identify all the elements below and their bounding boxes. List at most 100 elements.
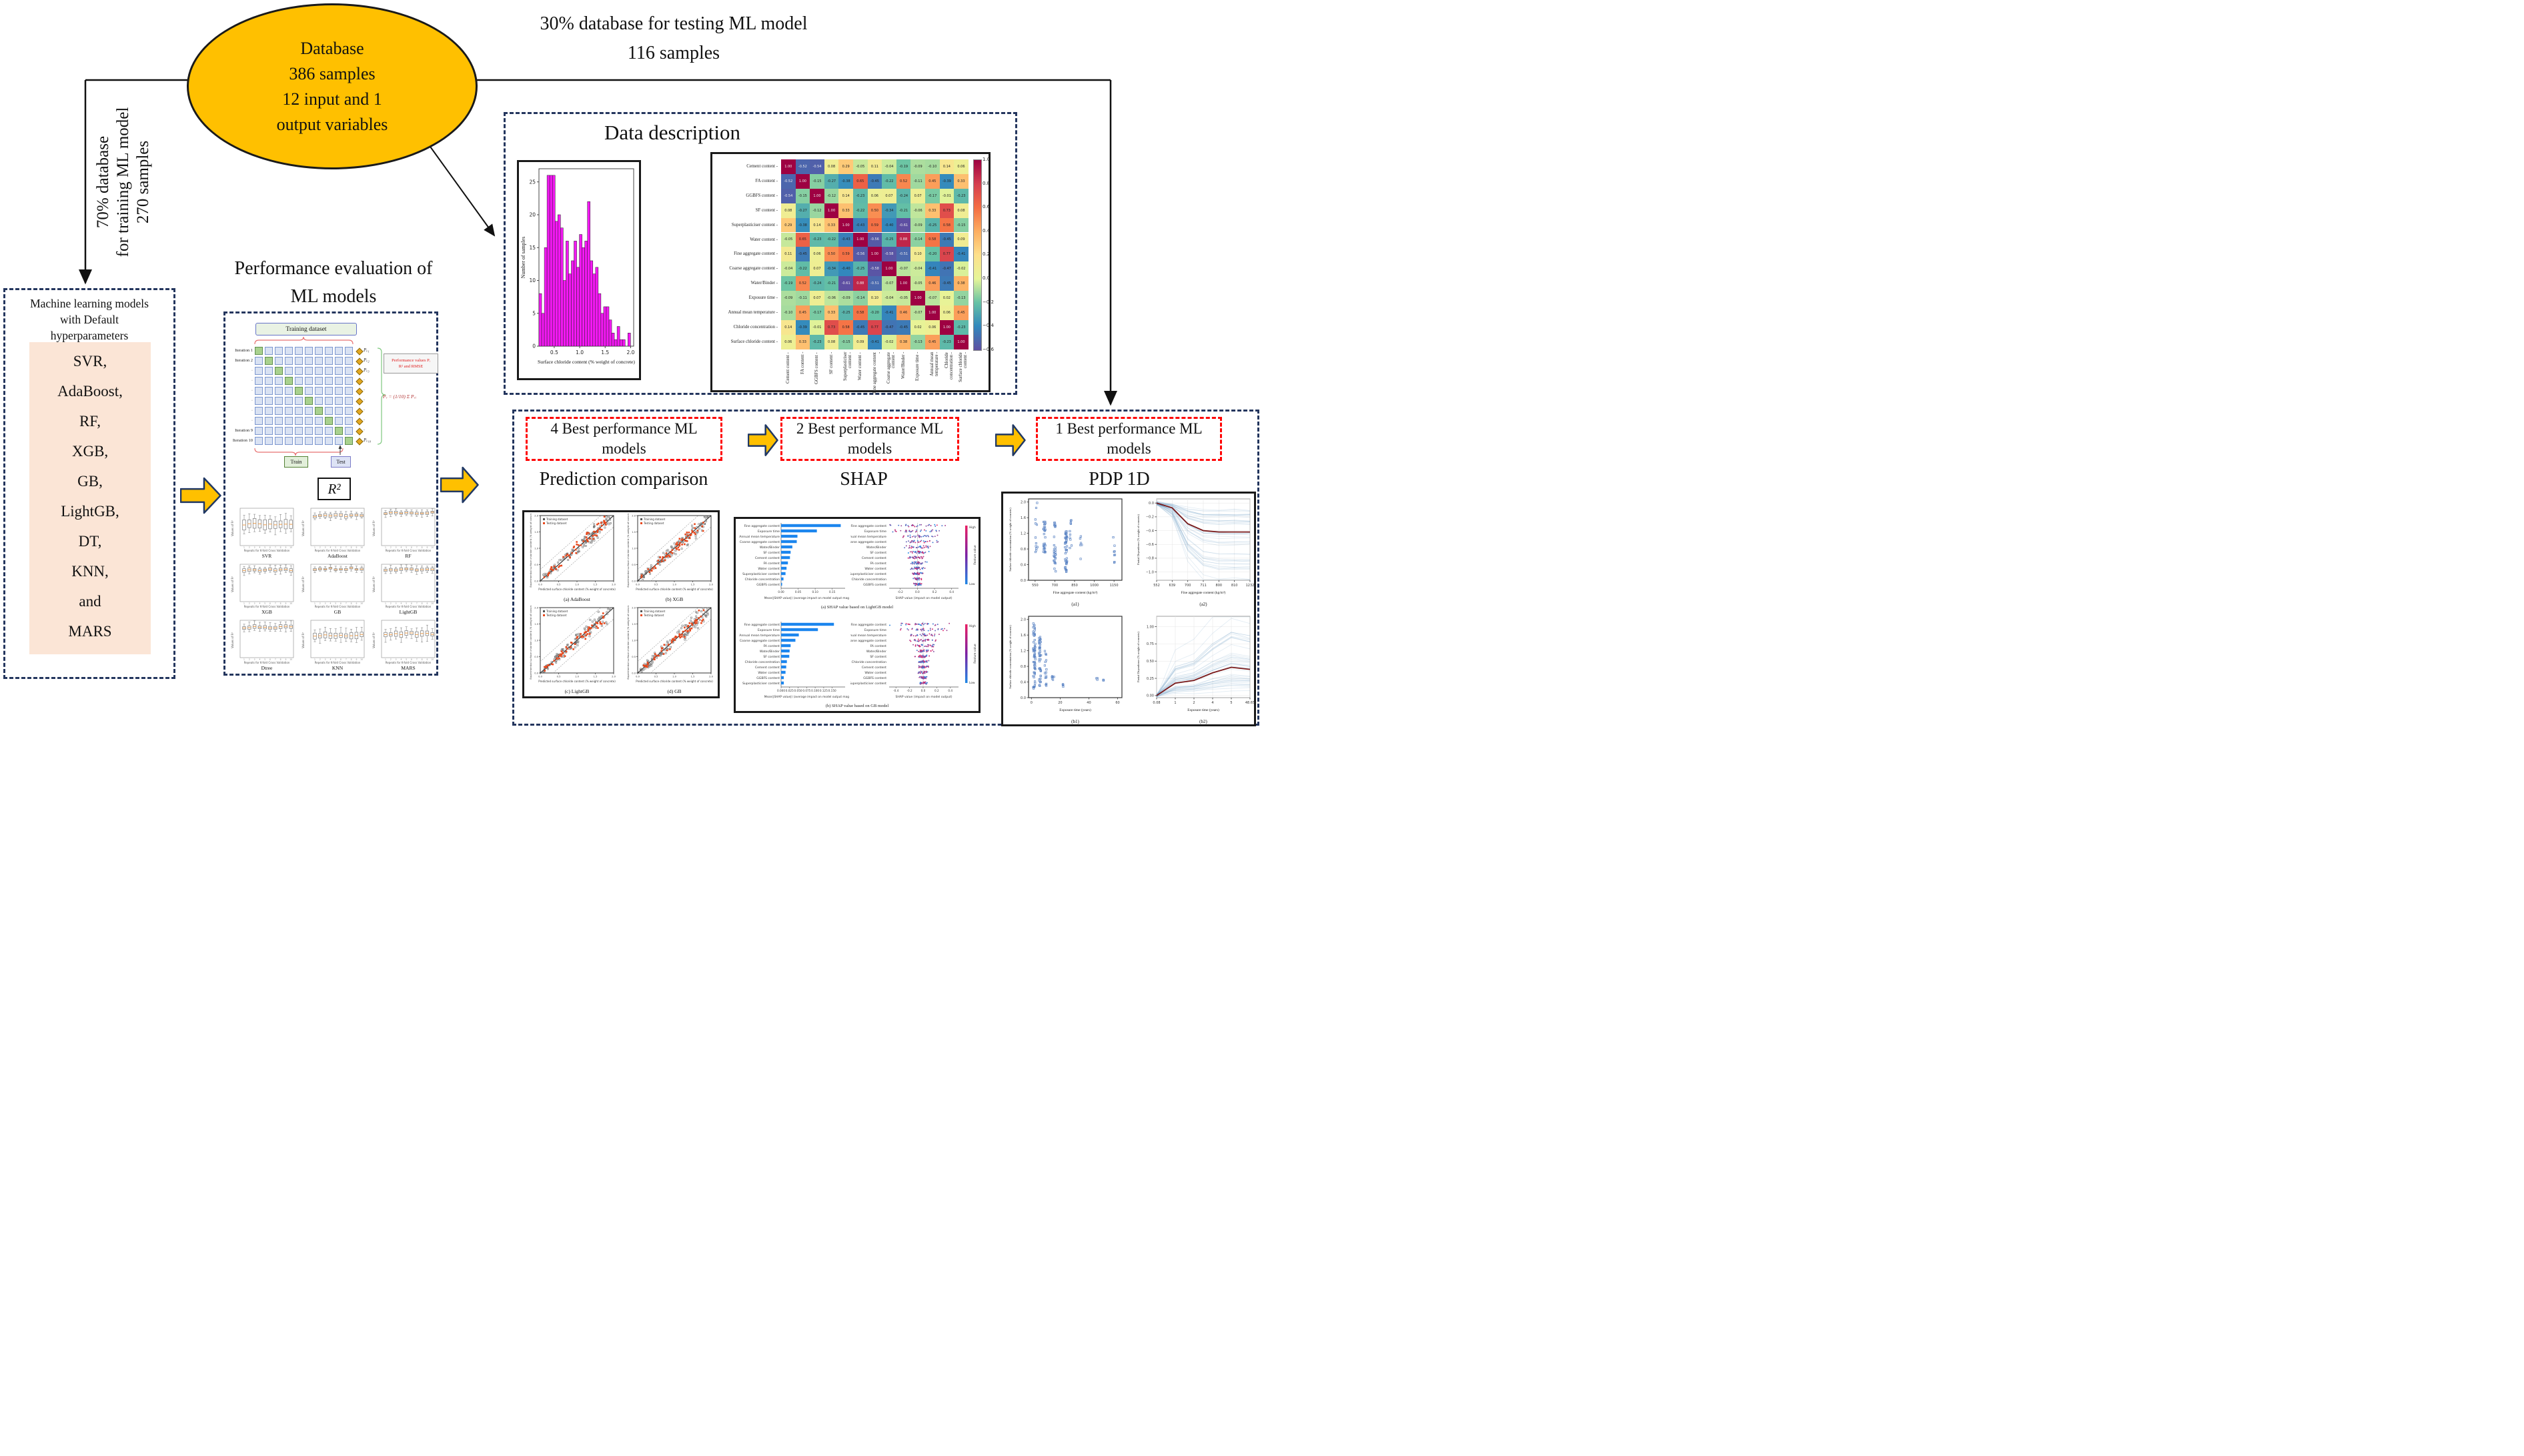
- cv-cell: [285, 427, 293, 435]
- cv-cell: [255, 377, 263, 385]
- svg-text:20: 20: [1058, 701, 1062, 705]
- heatmap-col-label: GGBFS content -: [814, 351, 820, 384]
- heatmap-col-label: Coarse aggregate content -: [886, 351, 896, 384]
- heatmap-cell: 0.33: [838, 203, 853, 218]
- heatmap-cell: -0.05: [781, 232, 796, 247]
- svg-text:0.2: 0.2: [932, 590, 937, 594]
- cv-output-diamond-icon: [356, 378, 364, 386]
- svg-text:3: 3: [254, 602, 255, 605]
- heatmap-cell: -0.07: [910, 305, 925, 320]
- heatmap-cell: -0.39: [939, 173, 955, 189]
- heatmap-cell: -0.04: [781, 261, 796, 277]
- cross-validation-diagram: Training dataset Performance values Pᵢ R…: [225, 313, 440, 507]
- shap-heading: SHAP: [840, 469, 888, 490]
- ellipse-line: Database: [300, 38, 364, 58]
- svg-text:1.0: 1.0: [632, 639, 636, 642]
- heatmap-cell: -0.05: [910, 276, 925, 291]
- svg-text:1.2: 1.2: [1021, 649, 1026, 653]
- heatmap-cell: 0.29: [838, 159, 853, 174]
- heatmap-cell: 1.00: [939, 319, 955, 335]
- heatmap-cell: -0.20: [925, 247, 940, 262]
- heatmap-cell: -0.45: [896, 319, 911, 335]
- svg-text:0.5: 0.5: [654, 676, 658, 678]
- svg-text:Fine aggregate content: Fine aggregate content: [744, 623, 780, 627]
- flow-arrow-icon: [995, 422, 1026, 458]
- heatmap-cell: -0.22: [795, 261, 810, 277]
- svg-text:2: 2: [320, 546, 321, 549]
- heatmap-cell: -0.41: [925, 261, 940, 277]
- heatmap-cell: 1.00: [795, 173, 810, 189]
- svg-text:10: 10: [360, 546, 363, 549]
- svg-text:10: 10: [360, 658, 363, 661]
- heatmap-cell: 0.58: [939, 217, 955, 233]
- heatmap-cell: -0.23: [954, 319, 969, 335]
- svg-text:3: 3: [325, 658, 326, 661]
- cv-cell: [255, 367, 263, 375]
- svg-text:3: 3: [396, 602, 397, 605]
- svg-text:6: 6: [340, 658, 342, 661]
- svg-text:Repeats for K-fold Cross Valid: Repeats for K-fold Cross Validation: [244, 605, 290, 608]
- cv-cell: [255, 387, 263, 395]
- cv-cell: [265, 367, 273, 375]
- svg-text:10: 10: [289, 658, 292, 661]
- heatmap-cell: 1.00: [910, 291, 925, 305]
- heatmap-cell: 0.45: [925, 334, 940, 349]
- pdp-subplot-a2: 552 639 700 711 800 810 1232 0.0 −0.2 −0.4 −0.6 −0.…: [1137, 498, 1254, 607]
- cv-output-diamond-icon: [356, 388, 364, 396]
- svg-text:7: 7: [346, 546, 347, 549]
- svg-text:Exposure time: Exposure time: [864, 530, 886, 534]
- svg-text:Values of R²: Values of R²: [301, 520, 305, 536]
- svg-text:Coarse aggregate content: Coarse aggregate content: [850, 639, 886, 643]
- heatmap-cell: 0.38: [954, 276, 969, 291]
- heatmap-cell: -0.25: [838, 305, 853, 320]
- svg-text:9: 9: [285, 658, 286, 661]
- cv-performance-label: ·: [364, 378, 365, 383]
- heatmap-cell: 0.14: [781, 319, 796, 335]
- svg-text:0.4: 0.4: [948, 689, 953, 692]
- svg-text:Water/Binder: Water/Binder: [866, 546, 886, 550]
- heatmap-cell: -0.58: [882, 247, 896, 262]
- heatmap-cell: -0.05: [896, 291, 911, 305]
- cv-cell: [325, 387, 333, 395]
- svg-text:Water content: Water content: [758, 671, 780, 675]
- cv-performance-label: Pᵥ₁₀: [364, 438, 372, 443]
- heatmap-col-label: Superplasticiser content -: [843, 351, 853, 382]
- cv-cell: [285, 347, 293, 355]
- model-item: SVR,: [73, 353, 107, 370]
- svg-text:10: 10: [431, 658, 434, 661]
- heatmap-cell: 0.06: [939, 305, 955, 320]
- svg-text:1000: 1000: [1090, 584, 1099, 588]
- svg-text:Predicted surface chloride con: Predicted surface chloride content (% we…: [538, 588, 616, 591]
- cv-performance-label: ·: [364, 388, 365, 393]
- svg-text:0.5: 0.5: [534, 656, 538, 658]
- shap-beeswarm-1: Fine aggregate content Exposure timeAnnua…: [850, 523, 977, 600]
- svg-text:0.4: 0.4: [1021, 563, 1026, 567]
- heatmap-cell: -0.47: [882, 319, 896, 335]
- heatmap-cell: 0.29: [781, 217, 796, 233]
- svg-text:1.0: 1.0: [672, 584, 676, 586]
- heatmap-col-label: SF content -: [828, 351, 834, 374]
- cv-cell: [305, 347, 313, 355]
- cv-cell: [285, 367, 293, 375]
- cv-cell: [345, 357, 353, 365]
- svg-text:1.5: 1.5: [632, 531, 636, 534]
- svg-text:0.8: 0.8: [1021, 548, 1026, 552]
- svg-text:2.0: 2.0: [1021, 618, 1026, 622]
- heatmap-cell: 0.08: [824, 159, 839, 174]
- heatmap-cell: 0.06: [810, 247, 824, 262]
- svg-text:2.0: 2.0: [534, 514, 538, 517]
- heatmap-cell: 0.08: [954, 203, 969, 218]
- heatmap-cell: -0.23: [810, 334, 824, 349]
- svg-text:9: 9: [285, 602, 286, 605]
- heatmap-cell: -0.24: [896, 188, 911, 203]
- heatmap-cell: -0.41: [882, 305, 896, 320]
- svg-text:Chloride concentration: Chloride concentration: [745, 578, 780, 582]
- svg-text:Values of R²: Values of R²: [372, 632, 376, 648]
- svg-text:SHAP value (impact on model ou: SHAP value (impact on model output): [896, 596, 953, 600]
- svg-text:(a1): (a1): [1071, 602, 1079, 607]
- svg-text:Low: Low: [969, 582, 975, 586]
- svg-text:1: 1: [314, 546, 316, 549]
- svg-text:2.0: 2.0: [612, 676, 616, 678]
- svg-text:0.4: 0.4: [1021, 680, 1026, 684]
- heatmap-cell: -0.15: [810, 173, 824, 189]
